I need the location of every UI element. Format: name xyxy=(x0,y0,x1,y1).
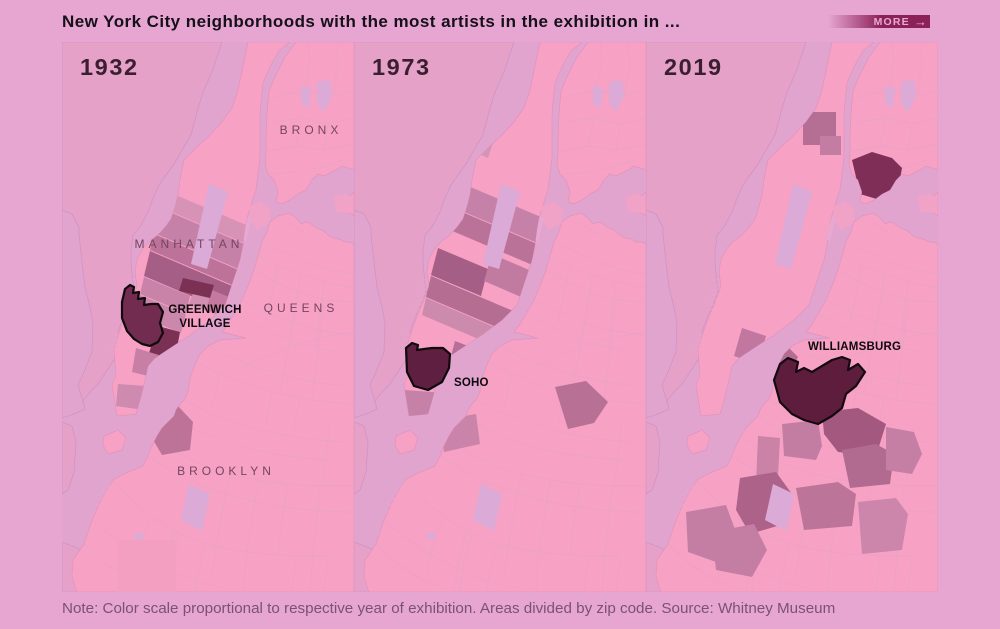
svg-text:SOHO: SOHO xyxy=(454,377,489,389)
svg-text:WILLIAMSBURG: WILLIAMSBURG xyxy=(808,341,901,353)
svg-text:1932: 1932 xyxy=(80,54,139,80)
svg-text:VILLAGE: VILLAGE xyxy=(179,318,230,330)
svg-text:QUEENS: QUEENS xyxy=(264,301,339,315)
svg-text:BRONX: BRONX xyxy=(280,123,343,137)
svg-text:1973: 1973 xyxy=(372,54,431,80)
svg-text:GREENWICH: GREENWICH xyxy=(168,304,241,316)
svg-text:2019: 2019 xyxy=(664,54,723,80)
svg-text:BROOKLYN: BROOKLYN xyxy=(177,464,275,478)
svg-text:MANHATTAN: MANHATTAN xyxy=(135,237,244,251)
